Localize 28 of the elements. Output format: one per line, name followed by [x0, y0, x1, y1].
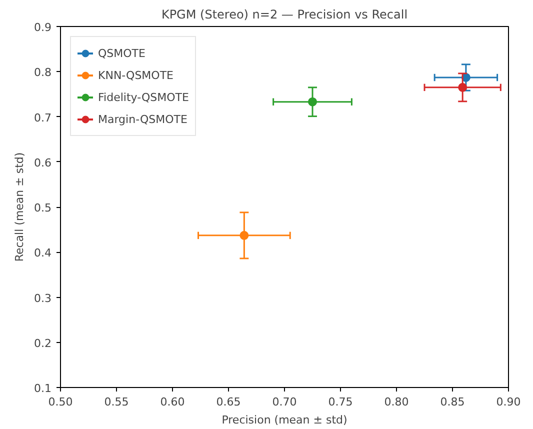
y-tick-label: 0.4	[34, 246, 52, 260]
y-tick-label: 0.6	[34, 156, 52, 170]
y-tick-label: 0.1	[34, 382, 52, 395]
x-tick-label: 0.85	[440, 396, 465, 408]
x-tick-label: 0.60	[160, 396, 185, 408]
x-tick-label: 0.75	[328, 396, 353, 408]
point	[240, 230, 249, 240]
legend-label: Fidelity-QSMOTE	[98, 90, 189, 104]
y-tick-label: 0.3	[34, 292, 52, 305]
point	[308, 97, 317, 106]
x-tick-label: 0.90	[496, 396, 521, 408]
x-tick-label: 0.70	[272, 396, 297, 408]
x-tick-label: 0.65	[216, 396, 241, 408]
legend-label: KNN-QSMOTE	[98, 68, 174, 82]
point	[458, 82, 468, 92]
y-tick-label: 0.5	[34, 202, 52, 214]
y-tick-label: 0.2	[34, 336, 52, 350]
x-axis-title: Precision (mean ± std)	[222, 414, 348, 426]
legend-label: Margin-QSMOTE	[98, 112, 188, 126]
y-axis-title: Recall (mean ± std)	[13, 152, 26, 262]
x-tick-label: 0.50	[48, 396, 73, 408]
y-tick-label: 0.8	[34, 66, 52, 80]
y-tick-label: 0.9	[34, 21, 52, 34]
x-tick-label: 0.55	[104, 396, 129, 408]
y-tick-label: 0.7	[34, 111, 52, 124]
legend-label: QSMOTE	[98, 46, 146, 60]
x-tick-label: 0.80	[384, 396, 409, 408]
chart-title: KPGM (Stereo) n=2 — Precision vs Recall	[161, 8, 408, 22]
